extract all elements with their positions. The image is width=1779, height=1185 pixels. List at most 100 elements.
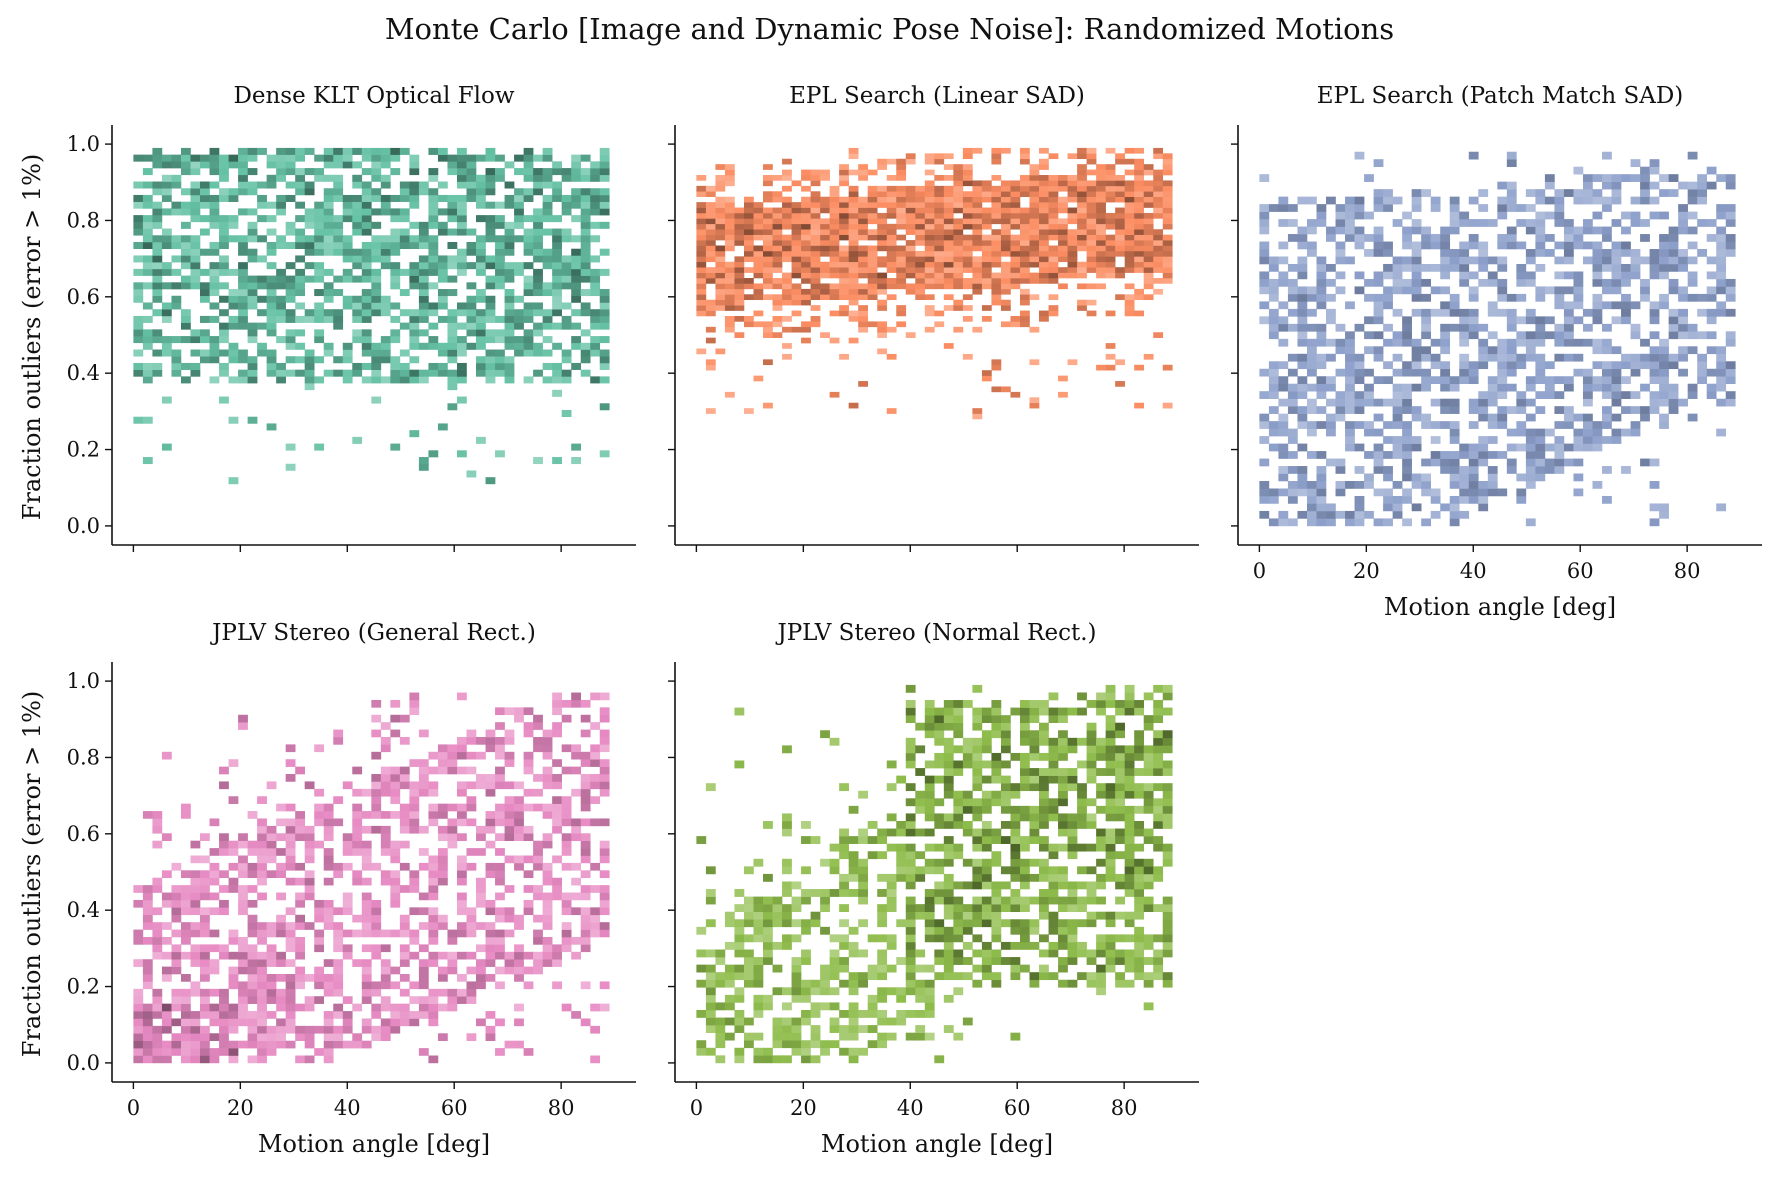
heatmap-bin bbox=[820, 261, 830, 268]
heatmap-bin bbox=[590, 161, 601, 169]
heatmap-bin bbox=[696, 1047, 707, 1056]
heatmap-bin bbox=[428, 988, 439, 997]
heatmap-bin bbox=[1287, 353, 1298, 362]
heatmap-bin bbox=[1725, 338, 1736, 347]
heatmap-bin bbox=[380, 825, 391, 834]
heatmap-bin bbox=[447, 966, 458, 975]
heatmap-bin bbox=[552, 241, 562, 250]
heatmap-bin bbox=[696, 272, 707, 279]
heatmap-bin bbox=[437, 423, 448, 431]
heatmap-bin bbox=[476, 181, 486, 189]
heatmap-bin bbox=[1421, 421, 1432, 429]
heatmap-bin bbox=[1535, 376, 1546, 385]
heatmap-bin bbox=[810, 1002, 821, 1011]
heatmap-bin bbox=[1067, 175, 1078, 181]
heatmap-bin bbox=[839, 305, 849, 311]
heatmap-bin bbox=[867, 250, 878, 257]
heatmap-bin bbox=[504, 825, 515, 834]
heatmap-bin bbox=[1468, 488, 1479, 497]
heatmap-bin bbox=[1000, 180, 1011, 187]
heatmap-bin bbox=[200, 1033, 210, 1041]
heatmap-bin bbox=[1096, 180, 1106, 187]
heatmap-bin bbox=[905, 250, 916, 257]
heatmap-bin bbox=[1640, 383, 1650, 392]
heatmap-bin bbox=[1278, 271, 1289, 280]
heatmap-bin bbox=[1086, 191, 1097, 197]
heatmap-bin bbox=[361, 855, 372, 864]
heatmap-bin bbox=[180, 154, 191, 162]
heatmap-bin bbox=[1459, 353, 1470, 362]
heatmap-bin bbox=[200, 951, 210, 960]
heatmap-bin bbox=[724, 196, 735, 203]
heatmap-bin bbox=[782, 1040, 792, 1049]
heatmap-bin bbox=[1096, 245, 1106, 252]
heatmap-bin bbox=[1630, 219, 1641, 227]
heatmap-bin bbox=[1326, 518, 1336, 527]
heatmap-bin bbox=[1048, 256, 1059, 263]
heatmap-bin bbox=[1563, 241, 1574, 250]
heatmap-bin bbox=[1478, 488, 1489, 497]
heatmap-bin bbox=[209, 877, 220, 886]
heatmap-bin bbox=[743, 1040, 754, 1049]
heatmap-bin bbox=[238, 892, 248, 901]
heatmap-bin bbox=[839, 283, 849, 290]
heatmap-bin bbox=[533, 168, 543, 176]
heatmap-bin bbox=[380, 208, 391, 216]
heatmap-bin bbox=[886, 813, 897, 822]
heatmap-bin bbox=[1402, 316, 1412, 325]
heatmap-bin bbox=[361, 1040, 372, 1049]
heatmap-bin bbox=[542, 781, 553, 790]
heatmap-bin bbox=[962, 164, 973, 170]
heatmap-bin bbox=[1077, 245, 1087, 252]
heatmap-bin bbox=[1506, 353, 1517, 362]
heatmap-bin bbox=[1105, 175, 1116, 181]
heatmap-bin bbox=[1659, 271, 1669, 280]
heatmap-bin bbox=[342, 1040, 353, 1049]
heatmap-bin bbox=[561, 255, 572, 263]
heatmap-bin bbox=[399, 235, 410, 243]
heatmap-bin bbox=[580, 1018, 591, 1027]
heatmap-bin bbox=[428, 996, 439, 1004]
heatmap-bin bbox=[285, 825, 296, 834]
heatmap-bin bbox=[514, 781, 524, 790]
heatmap-bin bbox=[390, 781, 401, 790]
heatmap-bin bbox=[1010, 202, 1021, 208]
heatmap-bin bbox=[571, 235, 582, 243]
heatmap-bin bbox=[1278, 204, 1289, 212]
heatmap-bin bbox=[905, 261, 916, 268]
heatmap-bin bbox=[418, 457, 429, 465]
heatmap-bin bbox=[285, 744, 296, 753]
heatmap-bin bbox=[1306, 406, 1317, 414]
heatmap-bin bbox=[380, 870, 391, 879]
heatmap-bin bbox=[295, 342, 306, 350]
heatmap-bin bbox=[380, 1018, 391, 1027]
heatmap-bin bbox=[1010, 218, 1021, 225]
heatmap-bin bbox=[858, 272, 869, 279]
heatmap-bin bbox=[1124, 240, 1135, 246]
heatmap-bin bbox=[763, 941, 773, 950]
heatmap-bin bbox=[1153, 169, 1164, 176]
heatmap-bin bbox=[1029, 294, 1040, 301]
heatmap-bin bbox=[915, 234, 926, 241]
heatmap-bin bbox=[943, 185, 954, 192]
heatmap-bin bbox=[418, 774, 429, 782]
heatmap-bin bbox=[561, 744, 572, 753]
heatmap-bin bbox=[276, 194, 286, 202]
heatmap-bin bbox=[924, 261, 935, 268]
heatmap-bin bbox=[886, 889, 897, 897]
heatmap-bin bbox=[1039, 250, 1049, 257]
heatmap-bin bbox=[133, 996, 144, 1004]
heatmap-bin bbox=[924, 223, 935, 230]
heatmap-bin bbox=[485, 929, 496, 938]
heatmap-bin bbox=[504, 376, 515, 384]
heatmap-bin bbox=[542, 255, 553, 263]
heatmap-bin bbox=[1687, 151, 1698, 160]
heatmap-bin bbox=[829, 934, 840, 943]
heatmap-bin bbox=[991, 359, 1002, 366]
heatmap-bin bbox=[285, 907, 296, 916]
heatmap-bin bbox=[542, 315, 553, 323]
heatmap-bin bbox=[552, 188, 562, 196]
heatmap-bin bbox=[953, 272, 964, 279]
heatmap-bin bbox=[200, 996, 210, 1004]
heatmap-bin bbox=[1592, 226, 1603, 235]
